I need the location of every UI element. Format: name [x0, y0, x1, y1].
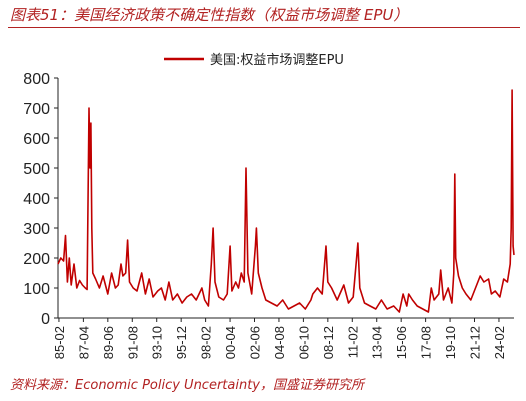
x-tick-label: 24-02: [492, 326, 507, 359]
x-tick-label: 91-08: [125, 326, 140, 359]
x-tick-label: 87-04: [76, 326, 91, 359]
x-tick-label: 93-10: [150, 326, 165, 359]
y-tick-label: 800: [23, 71, 50, 88]
x-tick-label: 11-02: [345, 326, 360, 358]
x-tick-label: 98-02: [199, 326, 214, 359]
x-tick-label: 19-10: [443, 326, 458, 359]
x-tick-label: 13-04: [370, 326, 385, 359]
x-tick-label: 89-06: [101, 326, 116, 359]
y-tick-label: 600: [23, 131, 50, 148]
x-tick-label: 17-08: [419, 326, 434, 359]
y-tick-label: 400: [23, 191, 50, 208]
title-divider: [8, 27, 520, 28]
y-tick-label: 0: [41, 311, 50, 328]
x-tick-label: 15-06: [394, 326, 409, 359]
x-tick-label: 95-12: [174, 326, 189, 359]
legend-label: 美国:权益市场调整EPU: [210, 52, 344, 68]
x-tick-label: 06-10: [296, 326, 311, 359]
x-tick-label: 21-12: [468, 326, 483, 359]
source-note: 资料来源：Economic Policy Uncertainty，国盛证券研究所: [10, 378, 365, 393]
x-axis: 85-02 87-04 89-06 91-08 93-10 95-12 98-02 00-04…: [52, 317, 514, 359]
y-tick-label: 300: [23, 221, 50, 238]
x-tick-label: 85-02: [52, 326, 67, 359]
y-tick-label: 200: [23, 251, 50, 268]
series-line-epu: [57, 89, 515, 313]
x-tick-label: 04-08: [272, 326, 287, 359]
y-tick-label: 700: [23, 101, 50, 118]
x-tick-label: 00-04: [223, 326, 238, 359]
y-tick-label: 500: [23, 161, 50, 178]
y-axis: 0 100 200 300 400 500 600 700 800: [23, 71, 59, 328]
x-tick-label: 08-12: [321, 326, 336, 359]
figure-title: 图表51：美国经济政策不确定性指数（权益市场调整 EPU）: [10, 6, 409, 24]
y-tick-label: 100: [23, 281, 50, 298]
x-tick-label: 02-06: [248, 326, 263, 359]
